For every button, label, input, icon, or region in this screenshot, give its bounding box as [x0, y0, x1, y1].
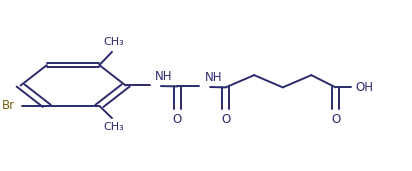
Text: NH: NH: [155, 70, 173, 83]
Text: Br: Br: [2, 99, 15, 112]
Text: NH: NH: [205, 71, 222, 84]
Text: CH₃: CH₃: [104, 37, 124, 47]
Text: OH: OH: [355, 81, 373, 94]
Text: O: O: [173, 113, 182, 126]
Text: O: O: [221, 113, 230, 126]
Text: CH₃: CH₃: [104, 122, 124, 132]
Text: O: O: [331, 113, 340, 126]
